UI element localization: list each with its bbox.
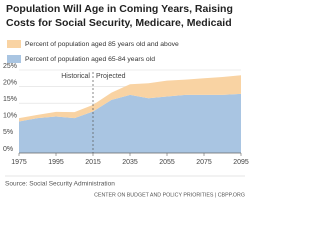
y-tick-label: 5% — [3, 129, 13, 136]
legend-swatch — [7, 40, 21, 48]
x-tick-label: 2075 — [196, 159, 212, 166]
y-tick-label: 10% — [3, 113, 17, 120]
y-tick-label: 25% — [3, 63, 17, 70]
chart-title: Costs for Social Security, Medicare, Med… — [6, 17, 232, 29]
chart-title: Population Will Age in Coming Years, Rai… — [6, 3, 233, 15]
x-tick-label: 2055 — [159, 159, 175, 166]
x-tick-label: 2095 — [233, 159, 249, 166]
credit: CENTER ON BUDGET AND POLICY PRIORITIES |… — [94, 192, 245, 198]
x-tick-label: 1995 — [48, 159, 64, 166]
y-tick-label: 15% — [3, 96, 17, 103]
legend-swatch — [7, 55, 21, 63]
x-tick-label: 2015 — [85, 159, 101, 166]
source: Source: Social Security Administration — [5, 181, 115, 188]
legend-label: Percent of population aged 65-84 years o… — [25, 56, 155, 63]
annotation: Projected — [96, 73, 126, 80]
y-tick-label: 0% — [3, 146, 13, 153]
legend-box — [0, 33, 250, 69]
legend-label: Percent of population aged 85 years old … — [25, 41, 179, 48]
x-tick-label: 1975 — [11, 159, 27, 166]
annotation: Historical — [61, 73, 90, 80]
area — [19, 75, 241, 122]
area — [19, 93, 241, 153]
chart: Population Will Age in Coming Years, Rai… — [0, 2, 250, 199]
x-tick-label: 2035 — [122, 159, 138, 166]
y-tick-label: 20% — [3, 79, 17, 86]
page: {"chart_data": {"type": "stacked-area", … — [0, 2, 250, 199]
